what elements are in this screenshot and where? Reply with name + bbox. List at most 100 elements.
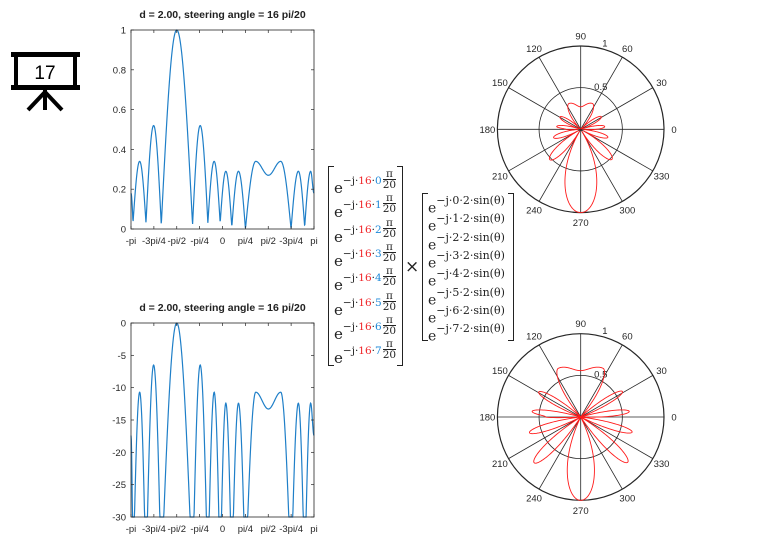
angle-label: 240: [526, 493, 542, 504]
entry-exponent: −j·0·2·sin(θ): [436, 194, 505, 207]
x-tick-label: -3pi/4: [279, 524, 303, 535]
entry-exponent: −j·1·2·sin(θ): [436, 212, 505, 226]
y-tick-label: 1: [121, 26, 126, 37]
pi-fraction: π 20: [382, 169, 397, 190]
entry-exponent: −j·16·6 π 20: [342, 315, 397, 336]
entry-exponent: −j·16·3 π 20: [342, 242, 397, 263]
y-tick-label: -25: [112, 480, 126, 491]
pi-fraction: π 20: [382, 242, 397, 263]
steer-value: 16: [358, 223, 372, 236]
angle-label: 210: [492, 171, 508, 182]
entry-exponent: −j·16·7 π 20: [343, 339, 397, 362]
multiply-operator: ×: [405, 257, 420, 277]
element-index: 1: [375, 199, 382, 212]
x-tick-label: pi: [310, 236, 317, 247]
steering-entry: e−j·16·2 π 20: [334, 217, 397, 245]
angle-label: 330: [654, 459, 670, 470]
exp-prefix: −j·: [342, 320, 359, 333]
element-index: 6: [375, 320, 382, 333]
entry-exponent: −j·7·2·sin(θ): [436, 322, 505, 336]
element-index: 4: [375, 272, 382, 285]
angle-label: 90: [575, 32, 586, 43]
entry-base: e: [428, 273, 437, 290]
frac-den: 20: [382, 349, 397, 362]
pi-fraction: π 20: [382, 266, 397, 289]
angle-label: 30: [656, 366, 667, 377]
x-tick-label: -pi/2: [168, 524, 186, 535]
exp-dot: ·: [371, 296, 376, 309]
exp-prefix: −j·: [342, 247, 359, 260]
radius-label: 0.5: [594, 82, 607, 93]
y-tick-label: -20: [112, 448, 126, 459]
frac-num: π: [382, 193, 397, 205]
element-index: 0: [375, 175, 382, 187]
angle-label: 150: [492, 78, 508, 89]
entry-base: e: [334, 179, 343, 197]
radius-label: 1: [602, 326, 607, 337]
entry-base: e: [428, 237, 437, 254]
angle-label: 300: [619, 206, 635, 217]
frac-den: 20: [382, 324, 397, 337]
x-tick-label: -pi/4: [190, 524, 208, 535]
y-tick-label: 0: [121, 319, 126, 330]
exp-prefix: −j·: [342, 296, 359, 309]
steering-vector-matrix: e−j·16·0 π 20 e−j·16·1 π 20 e−j·16·2 π 20 e−j·16·…: [328, 166, 403, 366]
steer-value: 16: [358, 320, 372, 333]
steer-value: 16: [358, 272, 372, 285]
frac-num: π: [382, 169, 397, 180]
linear-polar-plot: 0 30 60 90 120 150 180 210 240 270 300 330 0.5 1: [479, 32, 676, 230]
response-entry: e−j·7·2·sin(θ): [428, 322, 505, 345]
entry-base: e: [428, 328, 437, 345]
steering-entry: e−j·16·7 π 20: [334, 339, 397, 368]
frac-den: 20: [382, 203, 397, 216]
plot-title: d = 2.00, steering angle = 16 pi/20: [139, 9, 305, 21]
x-tick-label: 0: [220, 236, 225, 247]
angle-label: 0: [671, 413, 676, 424]
db-polar-plot: 0 30 60 90 120 150 180 210 240 270 300 330 0.5 1: [479, 319, 676, 517]
pi-fraction: π 20: [382, 315, 397, 337]
entry-base: e: [428, 255, 437, 272]
y-tick-label: -15: [112, 416, 126, 427]
frac-num: π: [382, 266, 397, 278]
angle-label: 0: [671, 125, 676, 136]
steering-entry: e−j·16·4 π 20: [334, 266, 397, 293]
entry-base: e: [334, 300, 343, 319]
polar-pattern-line: [548, 102, 613, 214]
frac-num: π: [382, 315, 397, 326]
entry-exponent: −j·16·2 π 20: [343, 217, 397, 239]
entry-exponent: −j·16·0 π 20: [342, 169, 397, 190]
frac-den: 20: [382, 300, 397, 313]
angle-label: 270: [573, 506, 589, 517]
steer-value: 16: [358, 199, 372, 212]
x-tick-label: 0: [220, 524, 225, 535]
exp-dot: ·: [371, 223, 376, 236]
y-tick-label: -5: [118, 351, 126, 362]
exp-prefix: −j·: [342, 199, 359, 212]
exp-prefix: −j·: [342, 175, 359, 187]
x-tick-label: -pi/4: [190, 236, 208, 247]
element-index: 2: [375, 223, 382, 236]
x-tick-label: pi: [310, 524, 317, 535]
entry-exponent: −j·16·5 π 20: [342, 290, 397, 313]
frac-num: π: [382, 242, 397, 253]
steering-entry: e−j·16·6 π 20: [334, 315, 397, 343]
response-entry: e−j·0·2·sin(θ): [428, 194, 505, 217]
entry-exponent: −j·16·1 π 20: [342, 193, 397, 216]
angle-label: 30: [656, 78, 667, 89]
y-tick-label: -30: [112, 513, 126, 524]
angle-label: 330: [654, 171, 670, 182]
frac-den: 20: [382, 276, 397, 289]
exp-dot: ·: [371, 199, 376, 212]
angle-spoke: [508, 87, 654, 172]
entry-exponent: −j·5·2·sin(θ): [436, 285, 505, 299]
x-tick-label: -3pi/4: [142, 524, 166, 535]
pi-fraction: π 20: [382, 217, 397, 239]
element-index: 7: [375, 345, 382, 358]
entry-base: e: [334, 324, 343, 343]
slide-number-icon: 17: [11, 52, 80, 112]
x-tick-label: pi/2: [261, 236, 276, 247]
entry-base: e: [334, 349, 343, 368]
entry-exponent: −j·2·2·sin(θ): [436, 230, 505, 244]
response-entry: e−j·3·2·sin(θ): [428, 249, 505, 272]
steering-entry: e−j·16·3 π 20: [334, 242, 397, 269]
